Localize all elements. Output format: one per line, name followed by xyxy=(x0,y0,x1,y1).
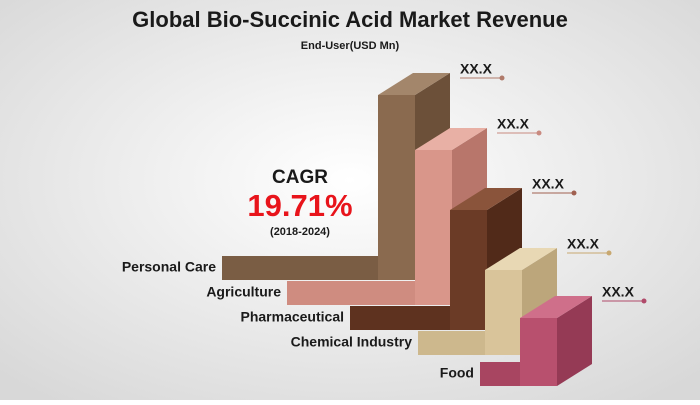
segment-label: Chemical Industry xyxy=(291,334,413,350)
value-label: XX.X xyxy=(602,284,635,300)
value-label: XX.X xyxy=(532,176,565,192)
value-dot xyxy=(606,250,612,256)
bar-top xyxy=(485,248,557,270)
segment-label: Agriculture xyxy=(206,284,281,300)
value-label: XX.X xyxy=(497,116,530,132)
bar-front xyxy=(485,270,522,355)
label-strip xyxy=(418,331,485,355)
bar-front xyxy=(450,210,487,330)
value-label: XX.X xyxy=(460,61,493,77)
label-strip xyxy=(287,281,415,305)
bar-top xyxy=(378,73,450,95)
value-dot xyxy=(641,298,647,304)
bar-front xyxy=(415,150,452,305)
bars: Personal Care XX.X Agriculture XX.X Pharmace… xyxy=(122,61,647,386)
bar-front xyxy=(378,95,415,280)
segment-label: Pharmaceutical xyxy=(241,309,345,325)
value-dot xyxy=(536,130,542,136)
segment-label: Food xyxy=(440,365,474,381)
value-dot xyxy=(571,190,577,196)
value-label: XX.X xyxy=(567,236,600,252)
cagr-label: CAGR xyxy=(272,167,328,188)
label-strip xyxy=(480,362,520,386)
cagr-period: (2018-2024) xyxy=(270,226,330,238)
bar-top xyxy=(450,188,522,210)
label-strip xyxy=(350,306,450,330)
title: Global Bio-Succinic Acid Market Revenue xyxy=(132,7,568,32)
segment-label: Personal Care xyxy=(122,259,216,275)
bar-top xyxy=(520,296,592,318)
label-strip xyxy=(222,256,378,280)
cagr-value: 19.71% xyxy=(247,188,352,223)
bar-top xyxy=(415,128,487,150)
value-dot xyxy=(499,75,505,81)
bar-side xyxy=(557,296,592,386)
subtitle: End-User(USD Mn) xyxy=(301,40,400,52)
bar-front xyxy=(520,318,557,386)
